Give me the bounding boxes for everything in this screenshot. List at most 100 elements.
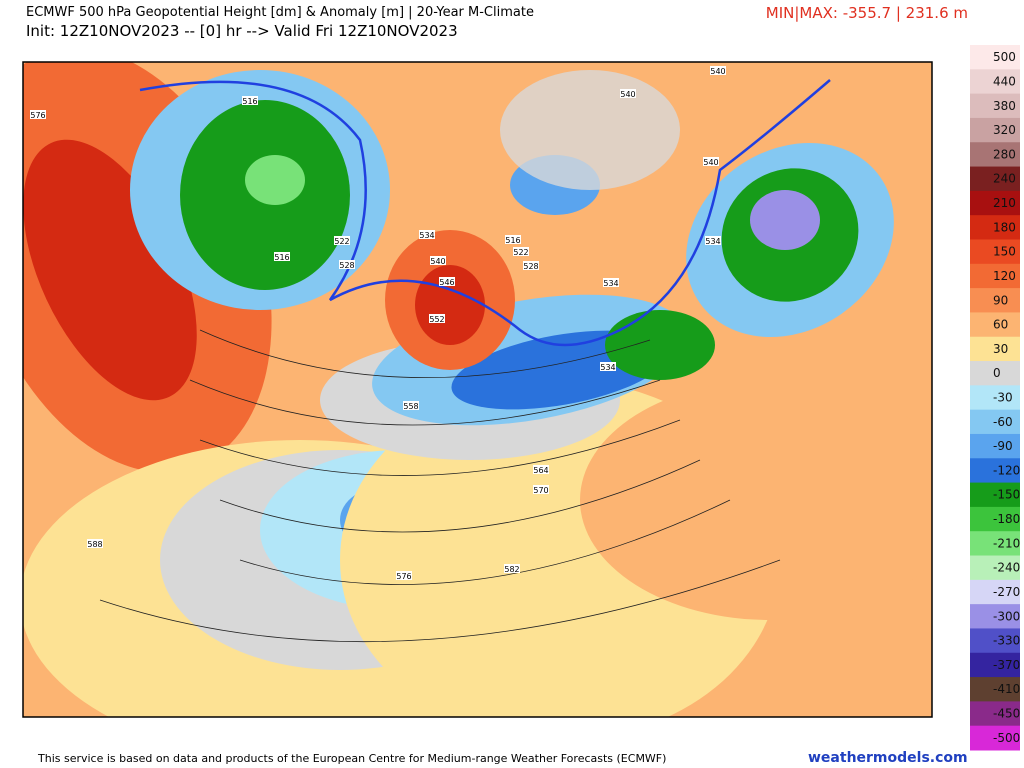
contour-label: 534 (705, 237, 720, 246)
contour-label-bg (87, 539, 103, 548)
contour-label-bg (403, 401, 419, 410)
colorbar-swatch (970, 531, 1020, 557)
contour-label-bg (513, 247, 529, 256)
contour-label: 546 (439, 278, 454, 287)
init-time: Init: 12Z10NOV2023 -- [0] hr --> Valid F… (26, 22, 458, 40)
contour-label: 540 (703, 158, 718, 167)
contour-label: 564 (533, 466, 548, 475)
colorbar-label: -60 (993, 415, 1013, 429)
colorbar-swatch (970, 725, 1020, 751)
contour-label: 534 (600, 363, 615, 372)
colorbar-swatch (970, 385, 1020, 411)
colorbar-swatch (970, 215, 1020, 240)
brand[interactable]: weathermodels.com (808, 750, 968, 766)
contour-label: 516 (242, 97, 257, 106)
colorbar-swatch (970, 263, 1020, 289)
colorbar-swatch (970, 701, 1020, 727)
colorbar-label: 280 (993, 147, 1016, 161)
colorbar-label: -120 (993, 463, 1020, 477)
colorbar-label: -150 (993, 488, 1020, 502)
colorbar-swatch (970, 45, 1020, 70)
colorbar-swatch (970, 652, 1020, 678)
contour-label-bg (30, 110, 46, 119)
contour-label-bg (533, 465, 549, 474)
contour-label-bg (242, 96, 258, 105)
contour-label-bg (533, 485, 549, 494)
colorbar-swatch (970, 142, 1020, 168)
contour-label: 540 (620, 90, 635, 99)
colorbar-label: 0 (993, 366, 1001, 380)
colorbar-swatch (970, 239, 1020, 265)
colorbar-label: -410 (993, 682, 1020, 696)
colorbar-swatch (970, 458, 1020, 484)
colorbar-label: -300 (993, 609, 1020, 623)
colorbar-label: 180 (993, 220, 1016, 234)
contour-label-bg (600, 362, 616, 371)
colorbar-label: -450 (993, 707, 1020, 721)
contour-label: 522 (513, 248, 528, 257)
contour-label: 558 (403, 402, 418, 411)
contour-label-bg (705, 236, 721, 245)
colorbar-swatch (970, 506, 1020, 532)
colorbar-label: -180 (993, 512, 1020, 526)
colorbar-label: 210 (993, 196, 1016, 210)
colorbar-swatch (970, 312, 1020, 338)
colorbar-label: -370 (993, 658, 1020, 672)
contour-label: 522 (334, 237, 349, 246)
colorbar-label: 60 (993, 318, 1008, 332)
colorbar-swatch (970, 69, 1020, 95)
contour-label-bg (603, 278, 619, 287)
contour-label-bg (439, 277, 455, 286)
colorbar-label: -270 (993, 585, 1020, 599)
contour-label-bg (339, 260, 355, 269)
colorbar-label: -240 (993, 561, 1020, 575)
colorbar-label: 380 (993, 99, 1016, 113)
contour-label-bg (620, 89, 636, 98)
contour-label: 576 (396, 572, 411, 581)
min-max: MIN|MAX: -355.7 | 231.6 m (765, 4, 968, 22)
map-field (23, 62, 932, 717)
contour-label: 516 (274, 253, 289, 262)
contour-label: 576 (30, 111, 45, 120)
colorbar-label: -330 (993, 634, 1020, 648)
footer-text: This service is based on data and produc… (38, 752, 667, 765)
contour-label: 552 (429, 315, 444, 324)
colorbar-swatch (970, 409, 1020, 435)
contour-label: 570 (533, 486, 548, 495)
colorbar-swatch (970, 166, 1020, 192)
contour-label-bg (430, 256, 446, 265)
contour-label-bg (396, 571, 412, 580)
colorbar-swatch (970, 433, 1020, 459)
colorbar-swatch (970, 190, 1020, 216)
colorbar-label: 30 (993, 342, 1008, 356)
contour-label: 540 (430, 257, 445, 266)
colorbar-swatch (970, 555, 1020, 581)
contour-label-bg (710, 66, 726, 75)
colorbar-label: 90 (993, 293, 1008, 307)
contour-label-bg (505, 235, 521, 244)
colorbar-swatch (970, 93, 1020, 119)
contour-label-bg (334, 236, 350, 245)
contour-label: 534 (419, 231, 434, 240)
colorbar-label: -90 (993, 439, 1013, 453)
colorbar-swatch (970, 117, 1020, 143)
colorbar-label: -500 (993, 731, 1020, 745)
colorbar-label: 500 (993, 50, 1016, 64)
contour-label: 534 (603, 279, 618, 288)
colorbar-label: 240 (993, 172, 1016, 186)
colorbar-swatch (970, 361, 1020, 386)
colorbar-label: 120 (993, 269, 1016, 283)
colorbar-label: 320 (993, 123, 1016, 137)
contour-label: 528 (339, 261, 354, 270)
colorbar-swatch (970, 336, 1020, 362)
contour-label-bg (504, 564, 520, 573)
colorbar-swatch (970, 579, 1020, 605)
colorbar-swatch (970, 628, 1020, 654)
contour-label-bg (274, 252, 290, 261)
contour-label-bg (429, 314, 445, 323)
colorbar-swatch (970, 677, 1020, 702)
contour-label-bg (419, 230, 435, 239)
contour-label: 540 (710, 67, 725, 76)
